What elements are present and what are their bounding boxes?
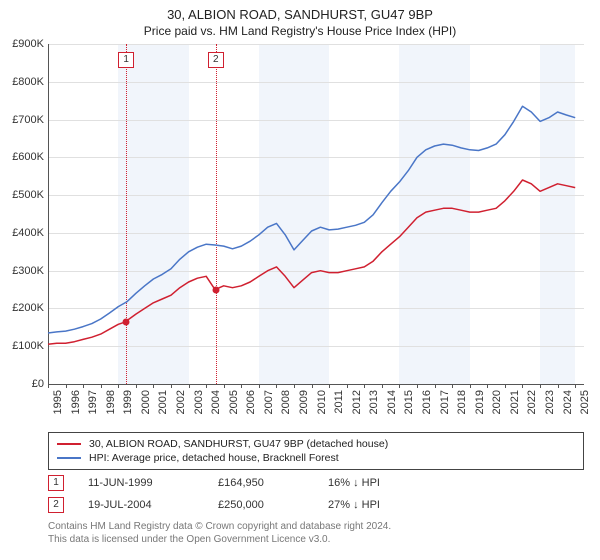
- sale-row: 2 19-JUL-2004£250,00027% ↓ HPI: [48, 494, 584, 516]
- x-axis-label: 2002: [175, 390, 187, 414]
- x-axis: [48, 384, 584, 385]
- x-axis-label: 1998: [105, 390, 117, 414]
- sale-marker-table: 1 11-JUN-1999£164,95016% ↓ HPI 2 19-JUL-200…: [48, 472, 584, 516]
- sale-row-vs-hpi: 16% ↓ HPI: [328, 477, 438, 489]
- x-axis-label: 2016: [421, 390, 433, 414]
- y-axis-label: £300K: [2, 265, 44, 277]
- chart-legend: 30, ALBION ROAD, SANDHURST, GU47 9BP (de…: [48, 432, 584, 470]
- sale-row-vs-hpi: 27% ↓ HPI: [328, 499, 438, 511]
- y-axis-label: £100K: [2, 340, 44, 352]
- x-axis-label: 2021: [509, 390, 521, 414]
- x-axis-label: 1995: [52, 390, 64, 414]
- chart-footnote: Contains HM Land Registry data © Crown c…: [48, 520, 584, 546]
- legend-swatch: [57, 457, 81, 459]
- chart-title: 30, ALBION ROAD, SANDHURST, GU47 9BP: [0, 0, 600, 24]
- legend-label: HPI: Average price, detached house, Brac…: [89, 452, 339, 464]
- x-axis-label: 1999: [122, 390, 134, 414]
- x-axis-label: 2011: [333, 390, 345, 414]
- x-axis-label: 2008: [280, 390, 292, 414]
- footnote-line: This data is licensed under the Open Gov…: [48, 533, 584, 546]
- x-axis-label: 2018: [456, 390, 468, 414]
- legend-swatch: [57, 443, 81, 445]
- x-axis-label: 2009: [298, 390, 310, 414]
- y-axis-label: £700K: [2, 114, 44, 126]
- x-axis-label: 2014: [386, 390, 398, 414]
- y-axis-label: £600K: [2, 151, 44, 163]
- x-axis-label: 2019: [474, 390, 486, 414]
- y-axis-label: £0: [2, 378, 44, 390]
- sale-row: 1 11-JUN-1999£164,95016% ↓ HPI: [48, 472, 584, 494]
- x-axis-label: 2006: [245, 390, 257, 414]
- chart-subtitle: Price paid vs. HM Land Registry's House …: [0, 24, 600, 42]
- sale-row-marker: 2: [48, 497, 64, 513]
- x-axis-label: 2020: [491, 390, 503, 414]
- y-axis-label: £200K: [2, 302, 44, 314]
- y-axis-label: £900K: [2, 38, 44, 50]
- series-line-property: [48, 180, 575, 344]
- x-axis-label: 2007: [263, 390, 275, 414]
- legend-label: 30, ALBION ROAD, SANDHURST, GU47 9BP (de…: [89, 438, 388, 450]
- legend-item: 30, ALBION ROAD, SANDHURST, GU47 9BP (de…: [57, 437, 575, 451]
- x-axis-label: 2013: [368, 390, 380, 414]
- x-axis-label: 2012: [351, 390, 363, 414]
- x-axis-label: 2025: [579, 390, 591, 414]
- x-axis-label: 2000: [140, 390, 152, 414]
- x-axis-label: 2001: [157, 390, 169, 414]
- y-axis-label: £400K: [2, 227, 44, 239]
- series-line-hpi: [48, 106, 575, 333]
- footnote-line: Contains HM Land Registry data © Crown c…: [48, 520, 584, 533]
- sale-row-price: £164,950: [218, 477, 328, 489]
- x-axis-label: 2015: [403, 390, 415, 414]
- x-axis-label: 1997: [87, 390, 99, 414]
- sale-row-date: 11-JUN-1999: [88, 477, 218, 489]
- x-axis-label: 2024: [562, 390, 574, 414]
- x-axis-label: 2005: [228, 390, 240, 414]
- x-axis-label: 2010: [316, 390, 328, 414]
- x-axis-label: 2022: [526, 390, 538, 414]
- x-axis-label: 2003: [193, 390, 205, 414]
- legend-item: HPI: Average price, detached house, Brac…: [57, 451, 575, 465]
- x-axis-label: 2017: [439, 390, 451, 414]
- x-axis-label: 2004: [210, 390, 222, 414]
- sale-row-date: 19-JUL-2004: [88, 499, 218, 511]
- sale-row-price: £250,000: [218, 499, 328, 511]
- sale-row-marker: 1: [48, 475, 64, 491]
- y-axis-label: £800K: [2, 76, 44, 88]
- x-axis-label: 2023: [544, 390, 556, 414]
- x-axis-label: 1996: [70, 390, 82, 414]
- y-axis-label: £500K: [2, 189, 44, 201]
- chart-plot-area: £0£100K£200K£300K£400K£500K£600K£700K£80…: [48, 44, 584, 384]
